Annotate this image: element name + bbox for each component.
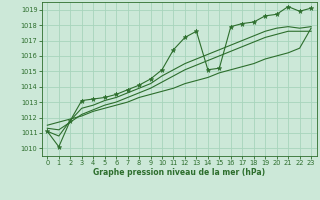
X-axis label: Graphe pression niveau de la mer (hPa): Graphe pression niveau de la mer (hPa) bbox=[93, 168, 265, 177]
